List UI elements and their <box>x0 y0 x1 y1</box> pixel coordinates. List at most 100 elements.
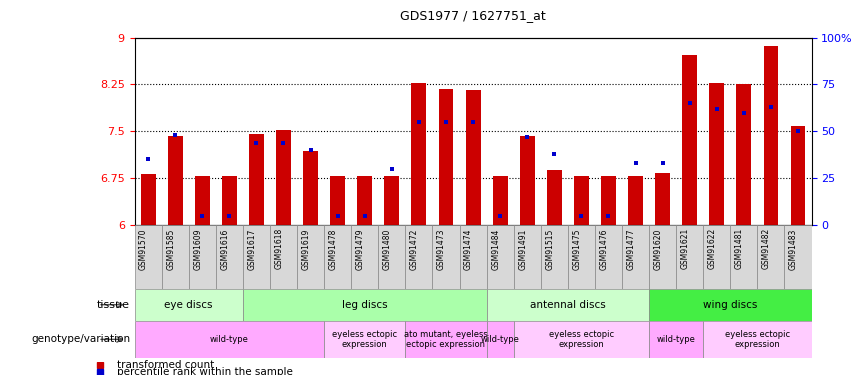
Text: leg discs: leg discs <box>342 300 387 310</box>
Text: percentile rank within the sample: percentile rank within the sample <box>117 367 293 375</box>
Text: GSM91491: GSM91491 <box>518 228 527 270</box>
Bar <box>682 55 697 225</box>
Bar <box>649 321 703 358</box>
Bar <box>276 130 291 225</box>
Text: genotype/variation: genotype/variation <box>31 334 130 344</box>
Bar <box>297 225 324 289</box>
Bar <box>385 176 399 225</box>
Text: GSM91570: GSM91570 <box>139 228 148 270</box>
Bar <box>628 176 643 225</box>
Bar <box>243 225 270 289</box>
Text: wild-type: wild-type <box>481 335 520 344</box>
Bar <box>270 225 297 289</box>
Bar <box>574 176 589 225</box>
Bar <box>655 173 670 225</box>
Text: eyeless ectopic
expression: eyeless ectopic expression <box>332 330 398 349</box>
Text: GSM91477: GSM91477 <box>627 228 635 270</box>
Bar <box>785 225 812 289</box>
Bar <box>730 225 758 289</box>
Bar <box>547 170 562 225</box>
Text: GSM91616: GSM91616 <box>220 228 229 270</box>
Text: GSM91617: GSM91617 <box>247 228 256 270</box>
Bar <box>135 225 161 289</box>
Text: wild-type: wild-type <box>210 335 249 344</box>
Bar <box>432 225 459 289</box>
Text: GSM91585: GSM91585 <box>166 228 175 270</box>
Bar <box>358 176 372 225</box>
Bar <box>487 289 649 321</box>
Bar <box>324 225 352 289</box>
Text: GSM91621: GSM91621 <box>681 228 690 269</box>
Text: wild-type: wild-type <box>657 335 695 344</box>
Text: GSM91618: GSM91618 <box>274 228 284 269</box>
Bar <box>168 136 182 225</box>
Bar <box>595 225 622 289</box>
Text: antennal discs: antennal discs <box>530 300 606 310</box>
Bar <box>135 321 324 358</box>
Bar <box>216 225 243 289</box>
Text: GSM91515: GSM91515 <box>545 228 555 270</box>
Bar <box>459 225 487 289</box>
Bar <box>188 225 216 289</box>
Text: GSM91484: GSM91484 <box>491 228 500 270</box>
Bar <box>791 126 806 225</box>
Text: GSM91481: GSM91481 <box>735 228 744 269</box>
Text: ato mutant, eyeless
ectopic expression: ato mutant, eyeless ectopic expression <box>404 330 488 349</box>
Text: GSM91476: GSM91476 <box>600 228 608 270</box>
Text: GSM91482: GSM91482 <box>762 228 771 269</box>
Bar <box>514 225 541 289</box>
Bar <box>352 225 378 289</box>
Bar <box>649 289 812 321</box>
Text: GSM91480: GSM91480 <box>383 228 391 270</box>
Bar <box>703 225 730 289</box>
Bar <box>324 321 405 358</box>
Text: eyeless ectopic
expression: eyeless ectopic expression <box>549 330 614 349</box>
Bar <box>758 225 785 289</box>
Text: GDS1977 / 1627751_at: GDS1977 / 1627751_at <box>400 9 546 22</box>
Text: GSM91475: GSM91475 <box>572 228 582 270</box>
Bar <box>161 225 188 289</box>
Text: eye discs: eye discs <box>164 300 213 310</box>
Text: GSM91472: GSM91472 <box>410 228 419 270</box>
Bar <box>514 321 649 358</box>
Bar <box>243 289 487 321</box>
Bar <box>520 136 535 225</box>
Text: GSM91622: GSM91622 <box>707 228 717 269</box>
Bar <box>764 46 779 225</box>
Text: eyeless ectopic
expression: eyeless ectopic expression <box>725 330 790 349</box>
Bar <box>405 321 487 358</box>
Bar <box>676 225 703 289</box>
Bar <box>493 176 508 225</box>
Text: GSM91479: GSM91479 <box>356 228 365 270</box>
Bar <box>541 225 568 289</box>
Text: GSM91483: GSM91483 <box>789 228 798 270</box>
Bar <box>378 225 405 289</box>
Bar <box>649 225 676 289</box>
Bar <box>703 321 812 358</box>
Bar <box>135 289 243 321</box>
Bar <box>601 176 616 225</box>
Bar <box>330 176 345 225</box>
Text: GSM91473: GSM91473 <box>437 228 446 270</box>
Text: GSM91609: GSM91609 <box>194 228 202 270</box>
Bar <box>487 225 514 289</box>
Bar <box>736 84 752 225</box>
Bar <box>438 89 453 225</box>
Text: wing discs: wing discs <box>703 300 758 310</box>
Text: transformed count: transformed count <box>117 360 214 370</box>
Text: GSM91619: GSM91619 <box>301 228 311 270</box>
Text: tissue: tissue <box>97 300 130 310</box>
Text: GSM91620: GSM91620 <box>654 228 662 270</box>
Bar <box>303 151 318 225</box>
Bar <box>709 82 724 225</box>
Bar <box>405 225 432 289</box>
Bar <box>411 82 426 225</box>
Bar <box>222 176 237 225</box>
Text: GSM91478: GSM91478 <box>329 228 338 270</box>
Bar <box>568 225 595 289</box>
Bar <box>194 176 210 225</box>
Bar <box>141 174 155 225</box>
Bar <box>487 321 514 358</box>
Bar <box>249 134 264 225</box>
Text: GSM91474: GSM91474 <box>464 228 473 270</box>
